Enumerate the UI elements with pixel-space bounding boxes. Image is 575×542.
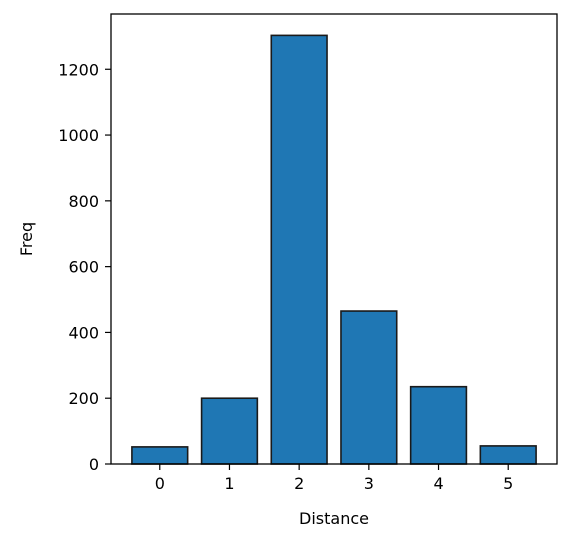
bar-1 — [200, 397, 259, 465]
x-axis-ticks: 0 1 2 3 4 5 — [155, 464, 513, 493]
x-tick-label: 2 — [294, 474, 304, 493]
bar-3 — [340, 310, 398, 465]
bar-0 — [131, 446, 189, 465]
x-axis-label: Distance — [299, 509, 369, 528]
y-tick-label: 1000 — [58, 126, 99, 145]
bar-4 — [409, 385, 468, 465]
y-tick-label: 0 — [89, 455, 99, 474]
bars-group — [131, 34, 537, 465]
y-tick-label: 200 — [68, 389, 99, 408]
y-tick-label: 400 — [68, 323, 99, 342]
x-tick-label: 3 — [364, 474, 374, 493]
x-tick-label: 1 — [224, 474, 234, 493]
y-tick-label: 600 — [68, 258, 99, 277]
y-axis-label: Freq — [17, 222, 36, 256]
y-tick-label: 800 — [68, 192, 99, 211]
y-axis-ticks: 0 200 400 600 800 1000 1200 — [58, 60, 111, 474]
x-tick-label: 4 — [433, 474, 443, 493]
x-tick-label: 5 — [503, 474, 513, 493]
bar-2 — [270, 34, 328, 465]
bar-5 — [479, 445, 537, 465]
y-tick-label: 1200 — [58, 60, 99, 79]
plot-frame — [110, 13, 558, 465]
x-tick-label: 0 — [155, 474, 165, 493]
